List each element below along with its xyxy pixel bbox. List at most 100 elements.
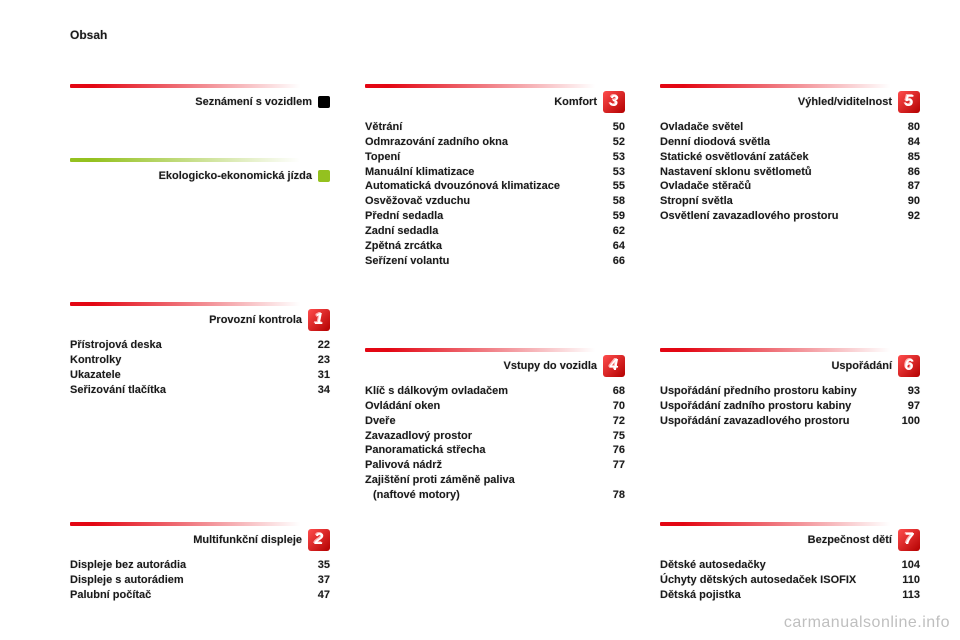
toc-entry-page: 77 (585, 458, 625, 473)
toc-entry-label: Uspořádání zadního prostoru kabiny (660, 399, 880, 414)
toc-entry: (naftové motory)78 (365, 488, 625, 503)
toc-entry-label: Kontrolky (70, 353, 290, 368)
toc-entry: Přední sedadla59 (365, 209, 625, 224)
toc-entry-label: Klíč s dálkovým ovladačem (365, 384, 585, 399)
watermark: carmanualsonline.info (784, 614, 950, 632)
toc-section: Vstupy do vozidla 4 Klíč s dálkovým ovlada… (365, 348, 625, 503)
section-heading-row: Provozní kontrola1 (70, 310, 330, 330)
section-items: Dětské autosedačky104Úchyty dětských aut… (660, 558, 920, 603)
section-heading: Ekologicko-ekonomická jízda (159, 170, 312, 182)
toc-section: Ekologicko-ekonomická jízda (70, 158, 330, 186)
toc-entry-page: 50 (585, 120, 625, 135)
toc-entry-page: 59 (585, 209, 625, 224)
toc-entry-label: Úchyty dětských autosedaček ISOFIX (660, 573, 880, 588)
toc-entry: Ovladače stěračů87 (660, 179, 920, 194)
toc-entry-label: Dětské autosedačky (660, 558, 880, 573)
toc-entry: Uspořádání zavazadlového prostoru100 (660, 414, 920, 429)
section-number-badge: 4 (603, 355, 625, 377)
toc-entry: Zavazadlový prostor75 (365, 429, 625, 444)
toc-entry: Větrání50 (365, 120, 625, 135)
toc-entry-label: Přední sedadla (365, 209, 585, 224)
toc-entry: Ukazatele31 (70, 368, 330, 383)
toc-entry-page: 78 (585, 488, 625, 503)
section-items: Displeje bez autorádia35Displeje s autor… (70, 558, 330, 603)
toc-entry-page: 22 (290, 338, 330, 353)
toc-entry-label: Displeje s autorádiem (70, 573, 290, 588)
toc-entry: Nastavení sklonu světlometů86 (660, 165, 920, 180)
section-items: Klíč s dálkovým ovladačem68Ovládání oken… (365, 384, 625, 503)
section-items: Ovladače světel80Denní diodová světla84S… (660, 120, 920, 224)
toc-entry-label: Nastavení sklonu světlometů (660, 165, 880, 180)
toc-entry-page: 76 (585, 443, 625, 458)
toc-entry: Panoramatická střecha76 (365, 443, 625, 458)
toc-entry-label: Uspořádání předního prostoru kabiny (660, 384, 880, 399)
toc-section: Seznámení s vozidlem (70, 84, 330, 112)
section-number-badge: 5 (898, 91, 920, 113)
toc-section: Uspořádání6 Uspořádání předního prostoru … (660, 348, 920, 429)
toc-entry: Uspořádání zadního prostoru kabiny97 (660, 399, 920, 414)
toc-entry-page: 87 (880, 179, 920, 194)
toc-entry-page: 62 (585, 224, 625, 239)
section-divider (70, 158, 300, 162)
section-items: Přístrojová deska22Kontrolky23Ukazatele3… (70, 338, 330, 397)
toc-entry-label: Palubní počítač (70, 588, 290, 603)
toc-entry-page: 110 (880, 573, 920, 588)
section-number-badge: 3 (603, 91, 625, 113)
toc-entry-page: 66 (585, 254, 625, 269)
toc-entry: Displeje bez autorádia35 (70, 558, 330, 573)
toc-entry-label: Ovladače stěračů (660, 179, 880, 194)
toc-entry: Ovladače světel80 (660, 120, 920, 135)
toc-entry: Stropní světla90 (660, 194, 920, 209)
toc-section: Provozní kontrola1 Přístrojová deska22Kon… (70, 302, 330, 397)
toc-entry-page: 104 (880, 558, 920, 573)
section-heading: Výhled/viditelnost (798, 96, 892, 108)
section-heading-row: Bezpečnost dětí7 (660, 530, 920, 550)
section-number-badge: 7 (898, 529, 920, 551)
toc-entry: Zajištění proti záměně paliva (365, 473, 625, 488)
toc-entry-label: Osvěžovač vzduchu (365, 194, 585, 209)
section-heading: Multifunkční displeje (193, 534, 302, 546)
toc-entry-page: 86 (880, 165, 920, 180)
toc-entry-label: Zajištění proti záměně paliva (365, 473, 585, 488)
toc-entry-page: 85 (880, 150, 920, 165)
section-heading: Uspořádání (831, 360, 892, 372)
toc-entry: Seřizování tlačítka34 (70, 383, 330, 398)
section-heading-row: Ekologicko-ekonomická jízda (70, 166, 330, 186)
toc-entry-page: 23 (290, 353, 330, 368)
section-divider (365, 84, 595, 88)
toc-entry: Manuální klimatizace53 (365, 165, 625, 180)
toc-entry: Kontrolky23 (70, 353, 330, 368)
section-heading: Vstupy do vozidla (503, 360, 597, 372)
toc-entry-label: Manuální klimatizace (365, 165, 585, 180)
section-marker-dot (318, 96, 330, 108)
toc-entry: Odmrazování zadního okna52 (365, 135, 625, 150)
toc-entry-page: 93 (880, 384, 920, 399)
toc-entry-page: 34 (290, 383, 330, 398)
section-heading-row: Výhled/viditelnost 5 (660, 92, 920, 112)
toc-entry-label: Dětská pojistka (660, 588, 880, 603)
toc-entry: Přístrojová deska22 (70, 338, 330, 353)
toc-entry-label: Odmrazování zadního okna (365, 135, 585, 150)
toc-entry-page: 97 (880, 399, 920, 414)
toc-entry: Zadní sedadla62 (365, 224, 625, 239)
toc-entry-label: (naftové motory) (365, 488, 585, 503)
toc-entry: Úchyty dětských autosedaček ISOFIX110 (660, 573, 920, 588)
toc-entry-label: Osvětlení zavazadlového prostoru (660, 209, 880, 224)
toc-entry-label: Ukazatele (70, 368, 290, 383)
toc-entry-page: 53 (585, 165, 625, 180)
toc-section: Multifunkční displeje 2 Displeje bez autor… (70, 522, 330, 603)
section-heading-row: Uspořádání6 (660, 356, 920, 376)
section-number-badge: 2 (308, 529, 330, 551)
toc-entry-label: Seřízení volantu (365, 254, 585, 269)
section-divider (660, 522, 890, 526)
section-heading-row: Multifunkční displeje 2 (70, 530, 330, 550)
toc-entry-label: Zavazadlový prostor (365, 429, 585, 444)
toc-entry-page: 47 (290, 588, 330, 603)
toc-entry-page: 70 (585, 399, 625, 414)
toc-entry-label: Zadní sedadla (365, 224, 585, 239)
toc-entry: Dětská pojistka113 (660, 588, 920, 603)
toc-entry-label: Panoramatická střecha (365, 443, 585, 458)
toc-entry-label: Stropní světla (660, 194, 880, 209)
section-divider (70, 522, 300, 526)
toc-entry-page: 52 (585, 135, 625, 150)
